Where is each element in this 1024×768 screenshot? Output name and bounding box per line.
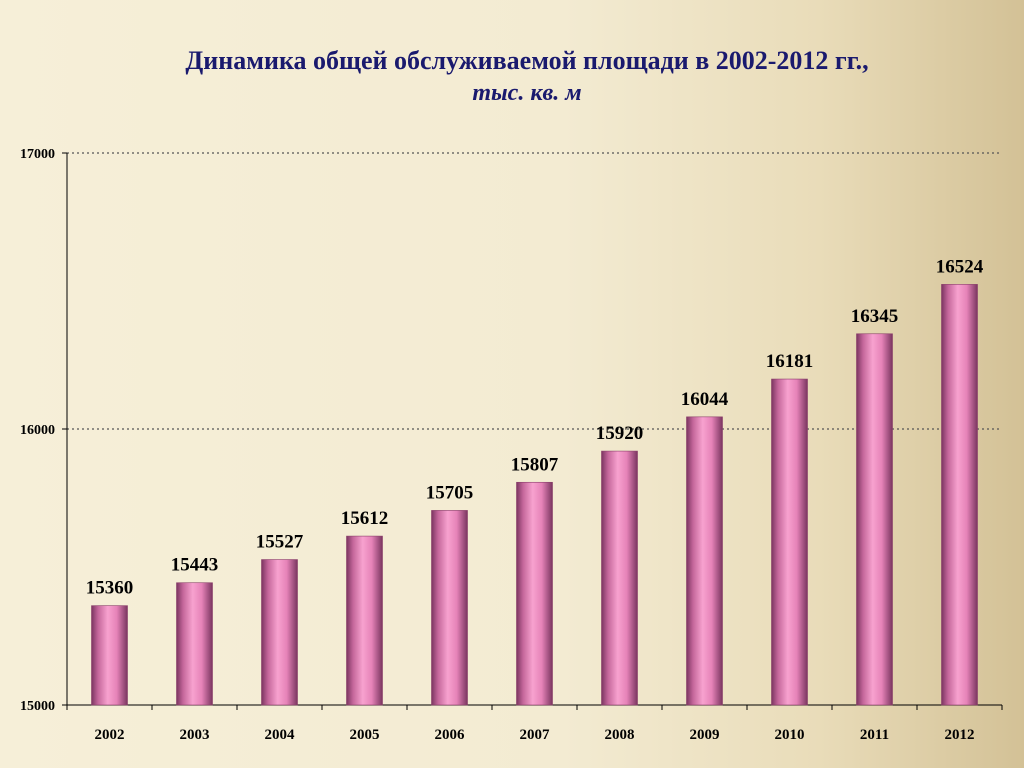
x-tick-label: 2012	[945, 727, 975, 743]
bar-2008	[601, 450, 638, 706]
labels: 15000 16000 17000 2002 15360 2003 15443 2004 155…	[20, 147, 984, 743]
bar-2009	[686, 416, 723, 706]
y-tick-label: 17000	[20, 147, 55, 162]
data-label: 16345	[851, 306, 899, 327]
x-tick-label: 2011	[860, 727, 889, 743]
bar-2004	[261, 559, 298, 706]
x-tick-label: 2009	[690, 727, 720, 743]
bar-2011	[856, 333, 893, 706]
chart-subtitle: тыс. кв. м	[472, 80, 582, 106]
x-tick-label: 2003	[180, 727, 210, 743]
grid-lines	[67, 152, 1002, 430]
x-tick-label: 2007	[520, 727, 551, 743]
bars	[91, 284, 978, 706]
x-tick-label: 2002	[95, 727, 125, 743]
bar-2003	[176, 582, 213, 706]
bar-2007	[516, 481, 553, 706]
data-label: 15527	[256, 532, 304, 553]
bar-2006	[431, 510, 468, 706]
x-tick-label: 2006	[435, 727, 466, 743]
y-tick-label: 15000	[20, 699, 55, 714]
x-tick-label: 2008	[605, 727, 635, 743]
data-label: 16524	[936, 256, 984, 277]
chart-title: Динамика общей обслуживаемой площади в 2…	[185, 46, 869, 75]
x-tick-label: 2010	[775, 727, 805, 743]
x-tick-label: 2004	[265, 727, 296, 743]
bar-2002	[91, 605, 128, 706]
bar-2005	[346, 535, 383, 706]
data-label: 15443	[171, 555, 219, 576]
data-label: 15920	[596, 423, 644, 444]
data-label: 16181	[766, 351, 814, 372]
x-tick-label: 2005	[350, 727, 380, 743]
data-label: 15612	[341, 508, 389, 529]
data-label: 15807	[511, 454, 559, 475]
data-label: 15705	[426, 482, 474, 503]
y-tick-label: 16000	[20, 423, 55, 438]
data-label: 16044	[681, 389, 729, 410]
bar-2010	[771, 378, 808, 706]
bar-2012	[941, 284, 978, 706]
data-label: 15360	[86, 578, 134, 599]
